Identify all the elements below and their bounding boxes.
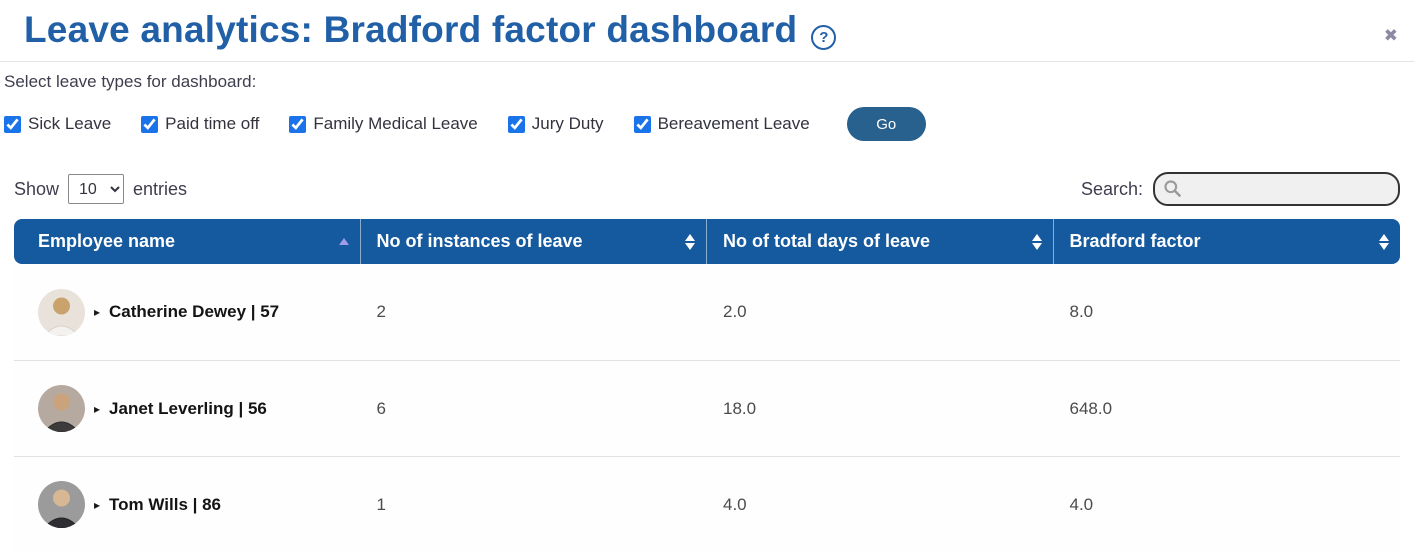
column-header-employee-name[interactable]: Employee name: [14, 219, 361, 264]
total-days-cell: 2.0: [723, 302, 747, 321]
close-icon[interactable]: ✖: [1383, 25, 1398, 45]
search-area: Search:: [1081, 172, 1400, 206]
bradford-factor-cell: 8.0: [1069, 302, 1094, 321]
bradford-factor-table: Employee name No of instances of leave N…: [14, 219, 1400, 552]
avatar: [38, 385, 85, 432]
go-button[interactable]: Go: [846, 107, 926, 141]
expand-row-icon[interactable]: ▸: [94, 305, 101, 319]
checkbox-label: Paid time off: [165, 114, 260, 133]
column-label: No of total days of leave: [723, 231, 931, 251]
avatar: [38, 481, 85, 528]
title-divider: [0, 61, 1414, 62]
column-header-instances[interactable]: No of instances of leave: [361, 219, 707, 264]
jury-duty-checkbox[interactable]: [507, 115, 525, 133]
checkbox-row: Sick Leave Paid time off Family Medical …: [4, 107, 1410, 141]
checkbox-label: Family Medical Leave: [313, 114, 478, 133]
page-size-select[interactable]: 10: [68, 174, 125, 204]
title-bar: Leave analytics: Bradford factor dashboa…: [0, 0, 1414, 61]
column-label: No of instances of leave: [376, 231, 583, 251]
bereavement-leave-checkbox[interactable]: [633, 115, 651, 133]
leave-type-filters: Select leave types for dashboard: Sick L…: [0, 62, 1414, 141]
employee-cell[interactable]: ▸ Janet Leverling | 56: [14, 361, 361, 456]
column-label: Employee name: [38, 231, 176, 251]
sort-both-icon: [1031, 233, 1042, 250]
show-entries: Show 10 entries: [14, 174, 187, 204]
avatar: [38, 288, 85, 336]
table-header-row: Employee name No of instances of leave N…: [14, 219, 1400, 264]
employee-cell[interactable]: ▸ Catherine Dewey | 57: [14, 264, 361, 360]
bradford-factor-cell: 4.0: [1069, 494, 1094, 514]
sort-both-icon: [1379, 233, 1389, 250]
checkbox-jury-duty[interactable]: Jury Duty: [507, 114, 604, 134]
checkbox-bereavement-leave[interactable]: Bereavement Leave: [633, 114, 810, 134]
total-days-cell: 4.0: [723, 494, 747, 514]
employee-cell[interactable]: ▸ Tom Wills | 86: [14, 457, 361, 552]
checkbox-label: Sick Leave: [28, 114, 112, 133]
help-icon[interactable]: ?: [811, 24, 837, 50]
filters-label: Select leave types for dashboard:: [4, 72, 257, 91]
checkbox-sick-leave[interactable]: Sick Leave: [4, 114, 111, 134]
checkbox-paid-time-off[interactable]: Paid time off: [141, 114, 259, 134]
sick-leave-checkbox[interactable]: [4, 115, 21, 133]
instances-cell: 6: [376, 398, 386, 418]
table-controls: Show 10 entries Search:: [0, 141, 1414, 219]
instances-cell: 2: [376, 302, 386, 321]
checkbox-label: Bereavement Leave: [657, 114, 810, 133]
sort-asc-icon: [338, 238, 349, 245]
entries-label: entries: [133, 178, 188, 199]
expand-row-icon[interactable]: ▸: [94, 401, 101, 416]
checkbox-family-medical-leave[interactable]: Family Medical Leave: [289, 114, 478, 134]
family-medical-leave-checkbox[interactable]: [289, 115, 307, 133]
employee-name: Tom Wills | 86: [109, 494, 222, 514]
search-box: [1153, 172, 1400, 206]
total-days-cell: 18.0: [723, 398, 757, 418]
column-header-total-days[interactable]: No of total days of leave: [707, 219, 1054, 264]
show-label: Show: [14, 178, 60, 199]
table-row: ▸ Janet Leverling | 56 6 18.0 648.0: [14, 360, 1400, 456]
instances-cell: 1: [376, 494, 386, 514]
column-header-bradford-factor[interactable]: Bradford factor: [1054, 219, 1401, 264]
table-row: ▸ Catherine Dewey | 57 2 2.0 8.0: [14, 264, 1400, 360]
bradford-factor-cell: 648.0: [1069, 398, 1113, 418]
page-title: Leave analytics: Bradford factor dashboa…: [24, 9, 798, 50]
sort-both-icon: [685, 233, 695, 250]
expand-row-icon[interactable]: ▸: [94, 497, 101, 512]
search-label: Search:: [1080, 178, 1143, 199]
paid-time-off-checkbox[interactable]: [141, 115, 159, 133]
column-label: Bradford factor: [1069, 231, 1201, 251]
employee-name: Janet Leverling | 56: [109, 398, 267, 418]
checkbox-label: Jury Duty: [531, 114, 604, 133]
table-row: ▸ Tom Wills | 86 1 4.0 4.0: [14, 456, 1400, 552]
employee-name: Catherine Dewey | 57: [109, 302, 280, 321]
search-input[interactable]: [1153, 172, 1400, 206]
